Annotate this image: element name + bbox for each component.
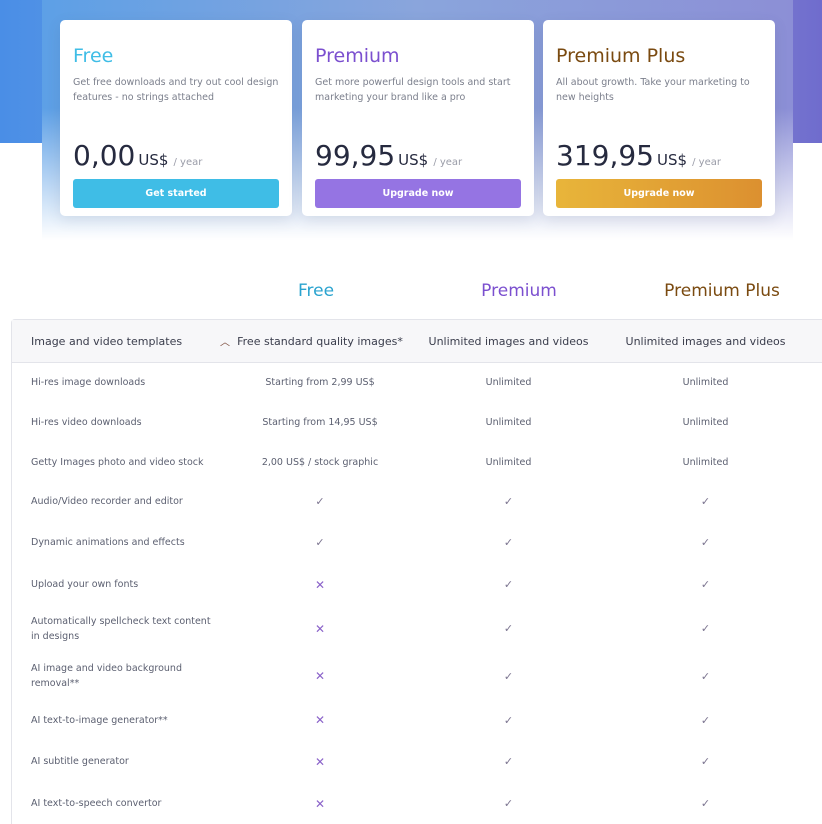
table-row: Dynamic animations and effects ✓ ✓ ✓ [12,521,822,564]
plan-price: 319,95 US$ / year [556,139,762,173]
check-icon: ✓ [503,713,514,727]
feature-label: Hi-res image downloads [31,377,146,388]
cross-icon: ✕ [314,713,326,727]
check-icon: ✓ [700,669,711,683]
section-label: Image and video templates ︿ [31,334,230,349]
check-icon: ✓ [315,495,325,508]
price-amount: 0,00 [73,139,136,172]
price-currency: US$ [398,151,429,169]
upgrade-now-button[interactable]: Upgrade now [556,179,762,208]
table-row: AI image and video background removal** ✕… [12,652,822,700]
cross-icon: ✕ [314,669,326,683]
cross-icon: ✕ [314,577,326,592]
cross-icon: ✕ [314,796,326,811]
table-row: Hi-res video downloads Starting from 14,9… [12,402,822,442]
feature-value: Starting from 14,95 US$ [262,416,378,428]
plan-price: 0,00 US$ / year [73,139,279,173]
table-row: Automatically spellcheck text content in… [12,605,822,652]
price-amount: 319,95 [556,139,654,172]
table-row: AI text-to-image generator** ✕ ✓ ✓ [12,700,822,740]
check-icon: ✓ [700,536,711,549]
feature-label: AI image and video background removal** [31,663,182,689]
plan-name: Free [73,45,114,67]
feature-label: AI text-to-image generator** [31,714,168,726]
check-icon: ✓ [700,713,711,727]
plan-price: 99,95 US$ / year [315,139,521,173]
price-period: / year [173,157,203,168]
check-icon: ✓ [503,578,514,591]
feature-value: 2,00 US$ / stock graphic [261,456,379,468]
check-icon: ✓ [700,622,711,635]
get-started-button[interactable]: Get started [73,179,279,208]
feature-label: Getty Images photo and video stock [31,456,204,468]
cross-icon: ✕ [314,621,326,636]
check-icon: ✓ [700,797,711,810]
table-row: Audio/Video recorder and editor ✓ ✓ ✓ [12,482,822,521]
price-currency: US$ [656,151,688,169]
feature-label: AI text-to-speech convertor [31,798,162,809]
check-icon: ✓ [700,578,711,591]
plan-description: Get more powerful design tools and start… [315,77,511,103]
price-amount: 99,95 [315,139,396,172]
check-icon: ✓ [700,755,711,768]
column-title-premium-plus: Premium Plus [664,281,780,301]
table-row: Getty Images photo and video stock 2,00 U… [12,442,822,482]
plan-card-premium-plus: Premium Plus All about growth. Take your… [543,20,775,216]
table-row: Hi-res image downloads Starting from 2,99… [12,363,822,402]
chevron-up-icon[interactable]: ︿ [220,337,230,349]
feature-value: Starting from 2,99 US$ [265,377,375,388]
column-title-free: Free [297,281,335,301]
comparison-table: Image and video templates ︿ Free standard… [11,319,822,824]
price-period: / year [433,157,463,168]
feature-value: Unlimited [682,456,729,468]
price-period: / year [692,157,721,168]
feature-value: Unlimited [485,377,532,388]
plan-card-premium: Premium Get more powerful design tools a… [302,20,534,216]
feature-label: Audio/Video recorder and editor [31,496,183,507]
plan-card-free: Free Get free downloads and try out cool… [60,20,292,216]
check-icon: ✓ [503,755,514,768]
check-icon: ✓ [503,622,514,635]
feature-label: AI subtitle generator [31,756,129,767]
section-value-premium-plus: Unlimited images and videos [625,334,786,348]
feature-value: Unlimited [682,377,729,388]
feature-label: Automatically spellcheck text content in… [31,615,211,642]
check-icon: ✓ [503,669,514,683]
feature-label: Upload your own fonts [31,579,139,590]
section-value-premium: Unlimited images and videos [428,334,589,348]
plan-name: Premium Plus [556,45,686,67]
feature-value: Unlimited [485,416,532,428]
plan-name: Premium [315,45,400,67]
check-icon: ✓ [315,536,325,549]
check-icon: ✓ [503,495,514,508]
check-icon: ✓ [503,797,514,810]
feature-value: Unlimited [682,416,729,428]
section-value-free: Free standard quality images* [237,334,403,348]
plan-description: All about growth. Take your marketing to… [556,77,750,103]
price-currency: US$ [138,151,169,169]
feature-label: Hi-res video downloads [31,416,142,428]
cross-icon: ✕ [314,754,326,769]
feature-value: Unlimited [485,456,532,468]
feature-label: Dynamic animations and effects [31,537,185,548]
table-row: AI subtitle generator ✕ ✓ ✓ [12,740,822,783]
section-header-image-video-templates[interactable]: Image and video templates ︿ Free standard… [12,320,822,363]
table-row: Upload your own fonts ✕ ✓ ✓ [12,564,822,605]
check-icon: ✓ [700,495,711,508]
plan-description: Get free downloads and try out cool desi… [73,77,279,103]
upgrade-now-button[interactable]: Upgrade now [315,179,521,208]
check-icon: ✓ [503,536,514,549]
table-row: AI text-to-speech convertor ✕ ✓ ✓ [12,783,822,824]
column-title-premium: Premium [481,281,557,301]
